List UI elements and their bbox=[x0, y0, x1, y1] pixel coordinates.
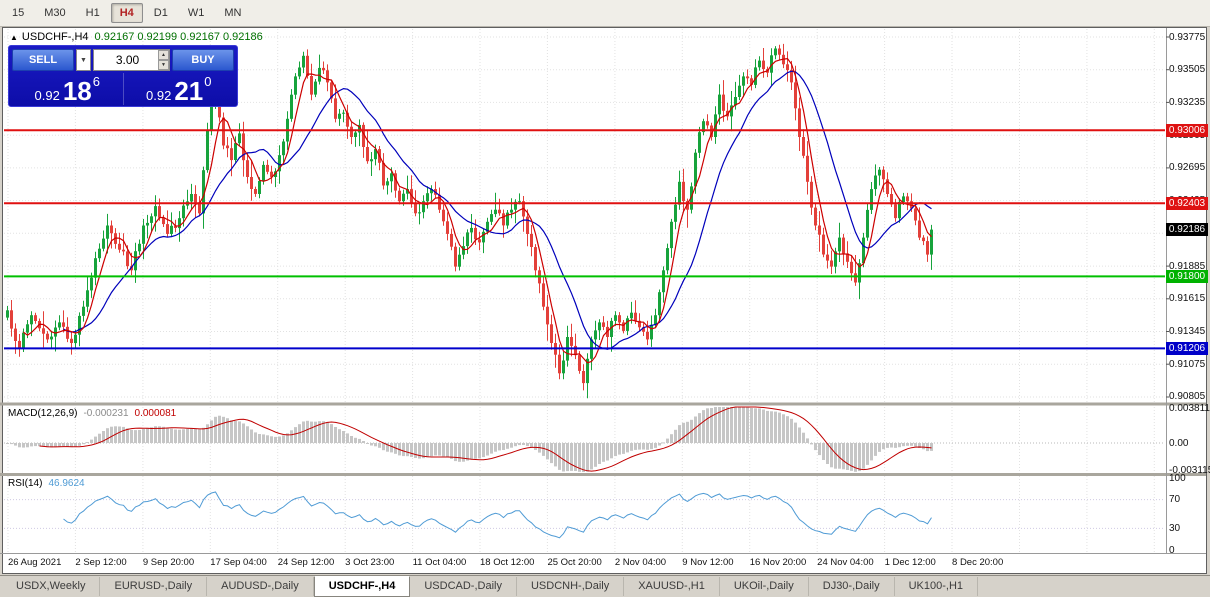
volume-spinner: ▲ ▼ bbox=[158, 50, 169, 70]
rsi-value: 46.9624 bbox=[48, 478, 85, 489]
chart-window[interactable] bbox=[2, 27, 1207, 574]
buy-button[interactable]: BUY bbox=[172, 49, 234, 71]
timeframe-button-mn[interactable]: MN bbox=[224, 7, 242, 19]
timeframe-button-h1[interactable]: H1 bbox=[85, 7, 100, 19]
macd-name: MACD(12,26,9) bbox=[8, 408, 78, 419]
sell-button[interactable]: SELL bbox=[12, 49, 74, 71]
volume-dropdown-button[interactable]: ▼ bbox=[76, 49, 91, 71]
chart-symbol-label: USDCHF-,H4 bbox=[21, 31, 89, 43]
sell-price-big: 18 bbox=[62, 75, 92, 106]
chart-tab-bar: USDX,Weekly EURUSD-,Daily AUDUSD-,Daily USD… bbox=[0, 575, 1210, 597]
spinner-down-icon[interactable]: ▼ bbox=[158, 60, 169, 70]
buy-price-main: 0.92 bbox=[146, 87, 172, 103]
chart-tab-dj30-daily[interactable]: DJ30-,Daily bbox=[809, 577, 895, 596]
buy-price-sup: 0 bbox=[204, 74, 212, 89]
chart-tab-eurusd-daily[interactable]: EURUSD-,Daily bbox=[100, 577, 208, 596]
chart-tab-xauusd-h1[interactable]: XAUUSD-,H1 bbox=[624, 577, 720, 596]
spinner-up-icon[interactable]: ▲ bbox=[158, 50, 169, 60]
macd-value-main: -0.000231 bbox=[83, 408, 129, 419]
timeframe-button-m30[interactable]: M30 bbox=[44, 7, 66, 19]
chart-tab-usdcnh-daily[interactable]: USDCNH-,Daily bbox=[517, 577, 625, 596]
chart-tab-ukoil-daily[interactable]: UKOil-,Daily bbox=[720, 577, 809, 596]
timeframe-button-15[interactable]: 15 bbox=[12, 7, 25, 19]
macd-label: MACD(12,26,9) -0.000231 0.000081 bbox=[8, 408, 176, 419]
timeframe-button-d1[interactable]: D1 bbox=[153, 7, 168, 19]
volume-field-wrap: ▲ ▼ bbox=[93, 49, 170, 71]
buy-price-button[interactable]: 0.92 21 0 bbox=[124, 73, 235, 105]
rsi-name: RSI(14) bbox=[8, 478, 43, 489]
timeframe-button-h4[interactable]: H4 bbox=[110, 3, 143, 23]
timeframe-button-w1[interactable]: W1 bbox=[187, 7, 205, 19]
chart-tab-usdcad-daily[interactable]: USDCAD-,Daily bbox=[410, 577, 517, 596]
buy-price-big: 21 bbox=[174, 75, 204, 106]
chevron-down-icon: ▼ bbox=[80, 56, 87, 64]
chart-tab-audusd-daily[interactable]: AUDUSD-,Daily bbox=[207, 577, 314, 596]
sell-price-sup: 6 bbox=[92, 74, 100, 89]
sell-price-button[interactable]: 0.92 18 6 bbox=[12, 73, 124, 105]
one-click-trading-panel: SELL ▼ ▲ ▼ BUY 0.92 18 6 0.92 21 bbox=[8, 45, 238, 107]
collapse-arrow-icon[interactable]: ▲ bbox=[10, 33, 18, 42]
rsi-label: RSI(14) 46.9624 bbox=[8, 478, 85, 489]
chart-tab-usdx-weekly[interactable]: USDX,Weekly bbox=[2, 577, 101, 596]
chart-tab-usdchf-h4[interactable]: USDCHF-,H4 bbox=[313, 576, 411, 597]
chart-tab-uk100-h1[interactable]: UK100-,H1 bbox=[895, 577, 979, 596]
timeframe-toolbar: 15 M30 H1 H4 D1 W1 MN bbox=[0, 0, 1210, 27]
chart-title: ▲ USDCHF-,H4 0.92167 0.92199 0.92167 0.921… bbox=[10, 31, 263, 43]
sell-price-main: 0.92 bbox=[34, 87, 60, 103]
chart-ohlc-values: 0.92167 0.92199 0.92167 0.92186 bbox=[94, 31, 263, 43]
macd-value-signal: 0.000081 bbox=[134, 408, 177, 419]
